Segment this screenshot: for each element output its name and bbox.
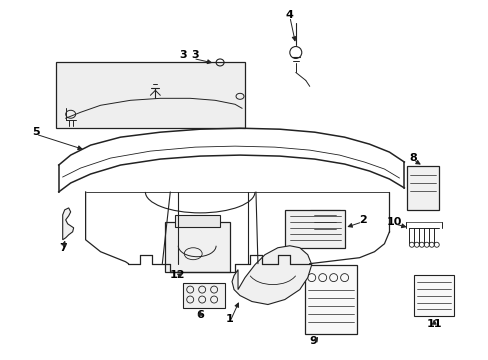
Text: 1: 1 [226,314,233,324]
Text: 4: 4 [285,10,293,20]
Text: 3: 3 [179,50,187,60]
Bar [413,275,453,316]
Bar [183,283,224,307]
Bar [56,62,244,128]
Bar [304,265,356,334]
Text: 8: 8 [408,153,416,163]
Text: 7: 7 [59,243,66,253]
Text: 3: 3 [191,50,199,60]
Text: 2: 2 [358,215,366,225]
Polygon shape [62,208,74,240]
Bar [309,210,339,245]
Text: 10: 10 [386,217,401,227]
Text: 6: 6 [196,310,203,320]
Polygon shape [232,246,311,305]
Text: 11: 11 [426,319,441,329]
Bar [407,166,438,210]
Bar [175,215,220,227]
Bar [165,222,229,272]
Bar [285,210,344,248]
Text: 9: 9 [309,336,317,346]
Text: 5: 5 [32,127,40,137]
Text: 12: 12 [169,270,184,280]
